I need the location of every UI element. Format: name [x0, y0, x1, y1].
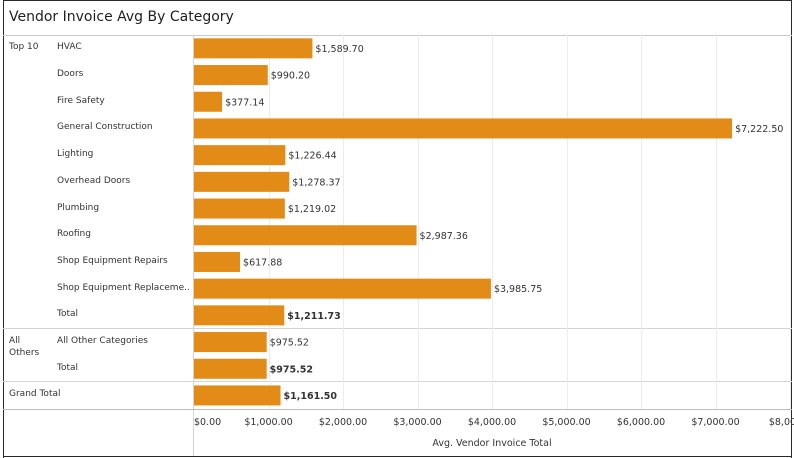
data-label: $2,987.36: [420, 231, 468, 242]
x-tick-label: $3,000.00: [393, 417, 441, 428]
bar: [194, 385, 281, 406]
frame-right: [791, 0, 792, 458]
bar: [194, 171, 290, 192]
data-label: $377.14: [225, 97, 264, 108]
category-label: General Construction: [57, 122, 153, 133]
bar: [194, 145, 286, 166]
bar: [194, 305, 285, 326]
x-tick-label: $8,000.0: [769, 417, 794, 428]
x-tick-label: $5,000.00: [542, 417, 590, 428]
title-divider: [3, 35, 792, 36]
group-separator: [3, 328, 792, 329]
bar: [194, 198, 285, 219]
x-tick-label: $1,000.00: [244, 417, 292, 428]
data-label: $1,211.73: [287, 311, 341, 322]
bar: [194, 358, 267, 379]
data-label: $1,278.37: [292, 177, 340, 188]
category-label: Roofing: [57, 229, 91, 240]
bar: [194, 278, 491, 299]
bar: [194, 65, 268, 86]
category-label: Doors: [57, 69, 84, 80]
category-label: All Other Categories: [57, 336, 148, 347]
category-label: Fire Safety: [57, 95, 105, 106]
data-label: $7,222.50: [735, 124, 783, 135]
bar: [194, 118, 733, 139]
x-tick-label: $2,000.00: [319, 417, 367, 428]
category-label: Total: [57, 309, 79, 320]
group-separator: [3, 381, 792, 382]
data-label: $975.52: [270, 364, 313, 375]
x-tick-label: $4,000.00: [468, 417, 516, 428]
bar: [194, 38, 313, 59]
category-label: Shop Equipment Repairs: [57, 255, 168, 266]
category-label: Shop Equipment Replaceme..: [57, 282, 190, 293]
frame-top: [3, 0, 792, 1]
data-label: $1,219.02: [288, 204, 336, 215]
row-header-divider: [193, 35, 194, 456]
chart-title: Vendor Invoice Avg By Category: [9, 9, 234, 25]
data-label: $1,589.70: [315, 44, 363, 55]
category-label: Total: [57, 362, 79, 373]
data-label: $990.20: [271, 71, 310, 82]
x-tick-label: $6,000.00: [617, 417, 665, 428]
x-axis-title: Avg. Vendor Invoice Total: [432, 438, 551, 449]
data-label: $617.88: [243, 257, 282, 268]
frame-bottom: [3, 456, 792, 457]
bar: [194, 332, 267, 353]
bar: [194, 225, 417, 246]
data-label: $975.52: [270, 338, 309, 349]
data-label: $1,161.50: [284, 391, 338, 402]
category-label: Lighting: [57, 149, 94, 160]
category-label: Overhead Doors: [57, 175, 131, 186]
data-label: $3,985.75: [494, 284, 542, 295]
x-tick-label: $7,000.00: [691, 417, 739, 428]
category-label: HVAC: [57, 42, 82, 53]
bar: [194, 251, 241, 272]
bar: [194, 91, 223, 112]
frame-left: [3, 0, 4, 458]
data-label: $1,226.44: [288, 151, 336, 162]
group-label: All Others: [9, 335, 40, 358]
x-tick-label: $0.00: [194, 417, 221, 428]
category-label: Plumbing: [57, 202, 100, 213]
group-label: Grand Total: [9, 389, 61, 400]
group-label: Top 10: [9, 42, 39, 52]
